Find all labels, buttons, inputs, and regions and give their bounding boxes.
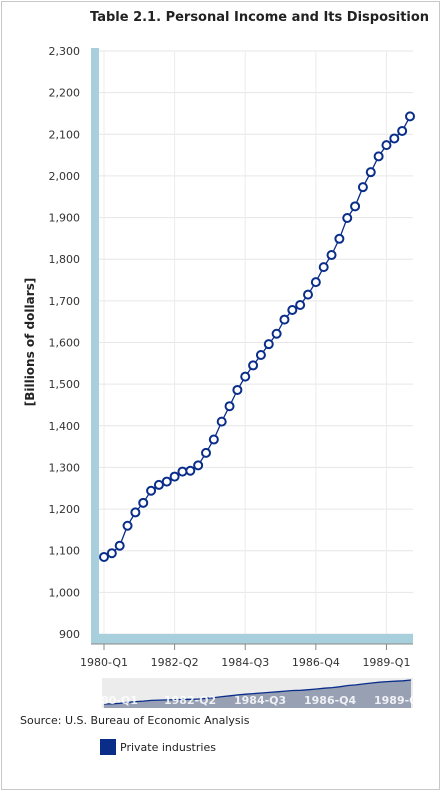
y-tick-label: 1,400 xyxy=(49,420,81,433)
data-point[interactable] xyxy=(169,471,180,482)
data-point[interactable] xyxy=(201,447,211,458)
data-point[interactable] xyxy=(177,466,188,477)
data-point[interactable] xyxy=(350,201,361,212)
legend-swatch xyxy=(100,739,116,755)
data-point[interactable] xyxy=(216,416,227,427)
navigator-label: 80-Q1 xyxy=(102,694,138,707)
source-note: Source: U.S. Bureau of Economic Analysis xyxy=(20,714,250,727)
data-point[interactable] xyxy=(373,151,384,162)
data-point[interactable] xyxy=(389,133,400,144)
label-layer: 900 1,000 1,100 1,200 1,300 1,400 1,500 1,600 1,… xyxy=(49,45,411,669)
data-point[interactable] xyxy=(193,460,204,471)
data-point[interactable] xyxy=(161,476,172,487)
axis-layer xyxy=(91,48,413,650)
data-point[interactable] xyxy=(240,371,251,382)
y-tick-label: 1,300 xyxy=(49,461,81,474)
data-point[interactable] xyxy=(310,277,321,288)
data-point[interactable] xyxy=(326,250,337,261)
y-tick-label: 2,000 xyxy=(49,170,81,183)
data-point[interactable] xyxy=(208,434,219,445)
navigator-label: 1982-Q2 xyxy=(164,694,216,707)
y-tick-label: 1,500 xyxy=(49,378,81,391)
data-point[interactable] xyxy=(153,479,164,490)
data-point[interactable] xyxy=(342,212,353,223)
range-navigator[interactable]: 80-Q1 1982-Q2 1984-Q3 1986-Q4 1989-Q1 xyxy=(102,678,413,708)
data-point[interactable] xyxy=(397,125,408,136)
y-axis-bar xyxy=(91,48,99,642)
data-point[interactable] xyxy=(248,360,259,371)
data-point[interactable] xyxy=(318,262,329,273)
data-point[interactable] xyxy=(106,548,117,559)
y-tick-label: 2,100 xyxy=(49,128,81,141)
data-point[interactable] xyxy=(185,465,196,476)
x-tick-label: 1989-Q1 xyxy=(362,656,410,669)
y-tick-label: 1,600 xyxy=(49,337,81,350)
data-point[interactable] xyxy=(138,497,149,508)
x-tick-label: 1986-Q4 xyxy=(292,656,340,669)
data-point[interactable] xyxy=(232,384,243,395)
grid-layer xyxy=(99,50,413,635)
navigator-line xyxy=(103,679,412,705)
navigator-area xyxy=(104,680,411,708)
y-tick-label: 1,200 xyxy=(49,503,81,516)
data-point[interactable] xyxy=(287,305,298,316)
data-point[interactable] xyxy=(271,328,282,339)
navigator-label: 1984-Q3 xyxy=(234,694,286,707)
data-point[interactable] xyxy=(381,140,392,151)
navigator-label: 1989-Q1 xyxy=(374,694,413,707)
data-point[interactable] xyxy=(279,314,290,325)
y-tick-label: 2,200 xyxy=(49,87,81,100)
navigator-plot[interactable]: 80-Q1 1982-Q2 1984-Q3 1986-Q4 1989-Q1 xyxy=(102,678,413,708)
data-point[interactable] xyxy=(146,485,157,496)
x-tick-label: 1982-Q2 xyxy=(151,656,199,669)
x-tick-label: 1984-Q3 xyxy=(221,656,269,669)
data-point[interactable] xyxy=(255,349,266,360)
data-point[interactable] xyxy=(295,300,306,311)
data-point[interactable] xyxy=(357,182,368,193)
legend[interactable]: Private industries xyxy=(100,739,216,755)
data-point[interactable] xyxy=(114,540,125,551)
data-point[interactable] xyxy=(334,233,345,244)
data-point[interactable] xyxy=(365,167,376,178)
y-tick-label: 1,000 xyxy=(49,586,81,599)
x-tick-label: 1980-Q1 xyxy=(80,656,128,669)
legend-label: Private industries xyxy=(120,740,216,754)
data-point[interactable] xyxy=(263,339,274,350)
point-layer xyxy=(99,111,415,562)
navigator-label: 1986-Q4 xyxy=(304,694,357,707)
x-axis-bar xyxy=(91,634,413,644)
data-point[interactable] xyxy=(122,520,133,531)
data-point[interactable] xyxy=(99,551,109,562)
y-tick-label: 1,700 xyxy=(49,295,81,308)
chart-title: Table 2.1. Personal Income and Its Dispo… xyxy=(90,10,430,25)
y-tick-label: 1,100 xyxy=(49,545,81,558)
data-point[interactable] xyxy=(303,289,313,300)
y-tick-label: 900 xyxy=(59,628,80,641)
y-tick-label: 1,800 xyxy=(49,253,81,266)
data-point[interactable] xyxy=(224,401,235,412)
data-point[interactable] xyxy=(130,507,141,518)
y-tick-label: 2,300 xyxy=(49,45,81,58)
y-tick-label: 1,900 xyxy=(49,212,81,225)
data-point[interactable] xyxy=(405,111,415,122)
